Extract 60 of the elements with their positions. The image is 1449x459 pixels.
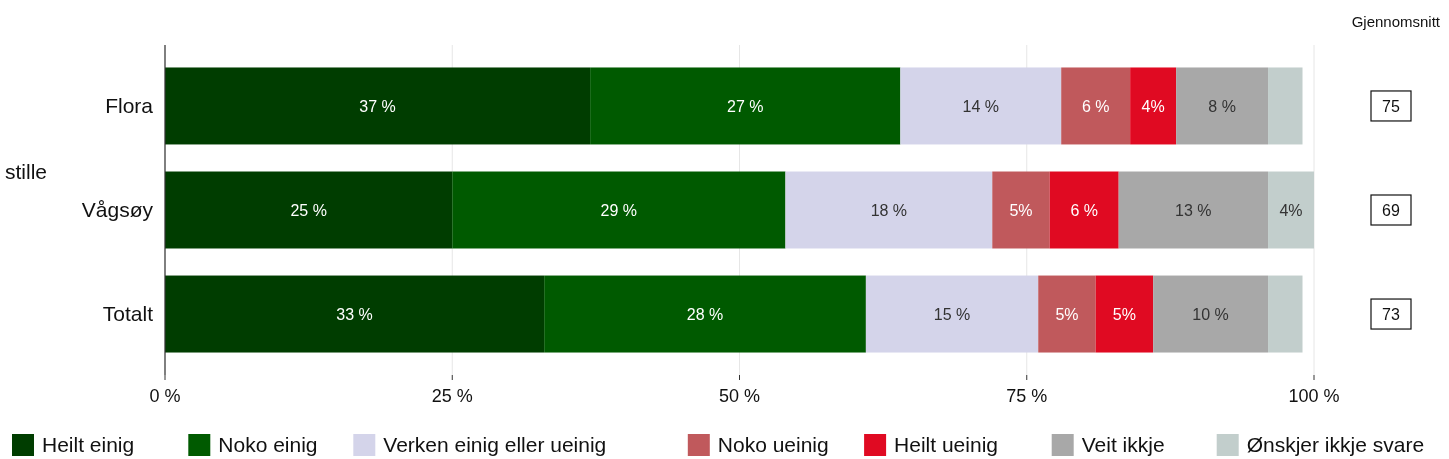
data-label: 5% bbox=[1112, 305, 1136, 323]
legend-label: Heilt einig bbox=[42, 433, 135, 457]
data-label: 18 % bbox=[870, 201, 908, 219]
x-tick-label: 100 % bbox=[1288, 386, 1340, 407]
x-tick-label: 25 % bbox=[431, 386, 473, 407]
data-label: 4% bbox=[1141, 97, 1165, 115]
bar bbox=[1268, 67, 1303, 145]
bar bbox=[165, 67, 591, 145]
data-label: 15 % bbox=[933, 305, 971, 323]
data-label: 14 % bbox=[962, 97, 1000, 115]
bar bbox=[1049, 171, 1119, 249]
y-tick-label: Flora bbox=[105, 94, 154, 118]
y-tick-label: Totalt bbox=[102, 302, 154, 326]
data-label: 25 % bbox=[290, 201, 327, 219]
x-tick-label: 0 % bbox=[149, 386, 181, 407]
bar bbox=[544, 275, 866, 353]
data-label: 37 % bbox=[359, 97, 396, 115]
data-label: 29 % bbox=[600, 201, 638, 219]
data-label: 28 % bbox=[686, 305, 724, 323]
bar bbox=[865, 275, 1039, 353]
data-label: 8 % bbox=[1208, 97, 1236, 115]
bar bbox=[1038, 275, 1096, 353]
bar bbox=[590, 67, 901, 145]
text: 73 bbox=[1382, 305, 1400, 323]
data-label: 4% bbox=[1279, 201, 1303, 219]
bar bbox=[165, 275, 545, 353]
text: 75 bbox=[1382, 97, 1400, 115]
bar bbox=[1153, 275, 1269, 353]
legend-label: Ønskjer ikkje svare bbox=[1246, 433, 1425, 457]
bar bbox=[165, 171, 453, 249]
bar bbox=[1268, 275, 1303, 353]
data-label: 33 % bbox=[336, 305, 373, 323]
bar bbox=[452, 171, 786, 249]
bar bbox=[1095, 275, 1154, 353]
legend-label: Verken einig eller ueinig bbox=[383, 433, 607, 457]
bar bbox=[1118, 171, 1269, 249]
bar bbox=[785, 171, 993, 249]
data-label: 13 % bbox=[1175, 201, 1212, 219]
bar bbox=[1061, 67, 1131, 145]
text: 69 bbox=[1382, 201, 1400, 219]
bar bbox=[900, 67, 1062, 145]
bar bbox=[1176, 67, 1269, 145]
legend-label: Noko einig bbox=[218, 433, 318, 457]
bar bbox=[1268, 171, 1314, 249]
data-label: 10 % bbox=[1192, 305, 1229, 323]
data-label: 5% bbox=[1009, 201, 1033, 219]
x-tick-label: 75 % bbox=[1006, 386, 1048, 407]
bar bbox=[992, 171, 1050, 249]
data-label: 6 % bbox=[1081, 97, 1110, 115]
legend-label: Noko ueinig bbox=[717, 433, 829, 457]
y-tick-label: Vågsøy bbox=[81, 198, 154, 222]
legend-label: Heilt ueinig bbox=[894, 433, 999, 457]
data-label: 27 % bbox=[727, 97, 764, 115]
legend-label: Veit ikkje bbox=[1081, 433, 1165, 457]
y-axis-title: stille bbox=[5, 160, 48, 184]
x-tick-label: 50 % bbox=[718, 386, 761, 407]
data-label: 6 % bbox=[1070, 201, 1098, 219]
data-label: 5% bbox=[1055, 305, 1079, 323]
text: Gjennomsnitt bbox=[1351, 13, 1441, 31]
bar bbox=[1130, 67, 1177, 145]
